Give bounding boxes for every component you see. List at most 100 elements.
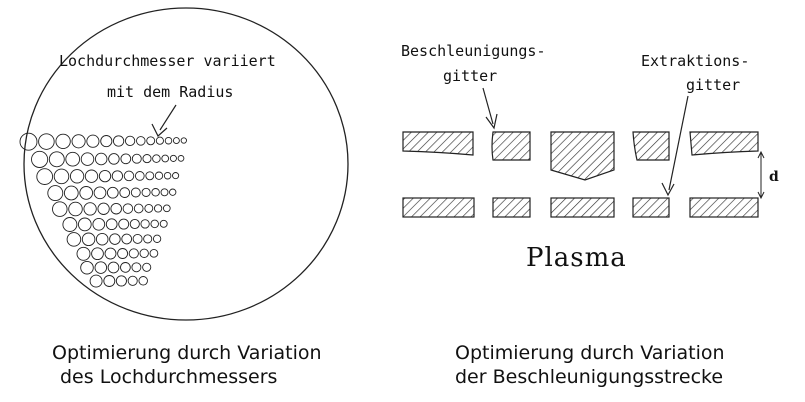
gap-dimension-arrow-top — [757, 150, 765, 159]
hole — [53, 168, 70, 185]
hole — [144, 203, 154, 213]
hole — [83, 202, 97, 216]
hole — [161, 154, 170, 163]
hole — [76, 246, 91, 261]
hole — [104, 247, 117, 260]
hole — [120, 262, 131, 273]
hole — [93, 186, 107, 200]
hole — [162, 204, 171, 213]
hole — [68, 201, 83, 217]
hole-pattern — [19, 132, 187, 288]
hole — [103, 275, 116, 287]
hole — [163, 171, 172, 180]
hole — [89, 274, 103, 288]
accel-grid-arrow — [482, 87, 494, 125]
gap-dimension-arrow-bottom — [757, 191, 765, 200]
accel-grid-bar-3 — [550, 131, 615, 181]
left-annotation-line2: mit dem Radius — [107, 83, 233, 101]
left-annotation-line1: Lochdurchmesser variiert — [59, 52, 276, 70]
hole — [142, 154, 152, 164]
hole — [107, 261, 120, 274]
hole — [111, 170, 124, 182]
hole — [84, 169, 99, 183]
hole — [95, 232, 109, 246]
hole — [153, 204, 163, 213]
grid-circle-outline — [23, 7, 349, 321]
hole — [149, 248, 159, 258]
hole — [172, 172, 180, 180]
extract-grid-label-line2: gitter — [686, 76, 740, 94]
hole — [115, 275, 127, 287]
hole — [142, 262, 152, 272]
gap-label: d — [769, 169, 779, 185]
extract-grid-bar-1 — [402, 197, 475, 218]
hole — [143, 234, 153, 244]
hole — [52, 201, 68, 217]
right-caption-line1: Optimierung durch Variation — [455, 342, 725, 364]
extract-grid-bar-4 — [632, 197, 670, 218]
hole — [80, 152, 95, 166]
hole — [150, 219, 159, 229]
hole — [47, 185, 64, 202]
hole — [138, 276, 148, 286]
hole — [141, 187, 151, 197]
hole — [108, 153, 120, 165]
hole — [133, 203, 144, 214]
hole — [131, 153, 142, 164]
plasma-label: Plasma — [526, 243, 627, 273]
hole — [131, 262, 142, 273]
hole — [124, 135, 136, 147]
hole — [123, 170, 135, 182]
hole — [117, 248, 129, 259]
hole — [127, 275, 138, 286]
hole — [105, 218, 118, 231]
accel-grid-arrowhead — [485, 113, 498, 130]
hole — [145, 171, 155, 181]
hole — [106, 186, 119, 199]
hole — [55, 133, 71, 150]
extract-grid-label-line1: Extraktions- — [641, 52, 749, 70]
hole — [98, 169, 112, 183]
hole — [169, 188, 177, 196]
hole — [109, 233, 121, 245]
accel-grid-label-line2: gitter — [443, 67, 497, 85]
left-annotation-arrow — [159, 104, 177, 131]
hole — [128, 248, 139, 259]
hole — [120, 153, 132, 165]
hole — [31, 150, 49, 168]
hole — [159, 219, 168, 228]
hole — [71, 134, 86, 149]
left-caption-line2: des Lochdurchmessers — [60, 366, 278, 388]
hole — [160, 188, 169, 197]
hole — [136, 136, 146, 146]
hole — [77, 217, 92, 232]
left-panel: Lochdurchmesser variiert mit dem Radius — [19, 7, 349, 321]
accel-grid-bar-5 — [689, 131, 759, 156]
hole — [110, 202, 122, 215]
left-caption-line1: Optimierung durch Variation — [52, 342, 322, 364]
hole — [152, 154, 161, 163]
hole — [65, 151, 81, 167]
hole — [66, 232, 82, 247]
hole — [130, 187, 141, 198]
hole — [164, 136, 173, 145]
right-panel: Beschleunigungs- gitter Extraktions- git… — [401, 42, 779, 273]
hole — [132, 233, 143, 244]
right-caption-line2: der Beschleunigungsstrecke — [455, 366, 724, 388]
hole — [140, 219, 150, 229]
hole — [86, 134, 100, 148]
hole — [151, 188, 160, 197]
hole — [81, 232, 96, 247]
hole — [172, 137, 180, 145]
hole — [48, 151, 65, 168]
accel-grid-label-line1: Beschleunigungs- — [401, 42, 546, 60]
accel-grid-bar-1 — [402, 131, 474, 156]
hole — [92, 217, 106, 231]
hole — [139, 248, 149, 258]
hole — [38, 133, 55, 150]
hole — [134, 171, 145, 181]
hole — [122, 203, 134, 214]
accel-grid-bar-4 — [632, 131, 670, 161]
extract-grid-bar-2 — [492, 197, 531, 218]
